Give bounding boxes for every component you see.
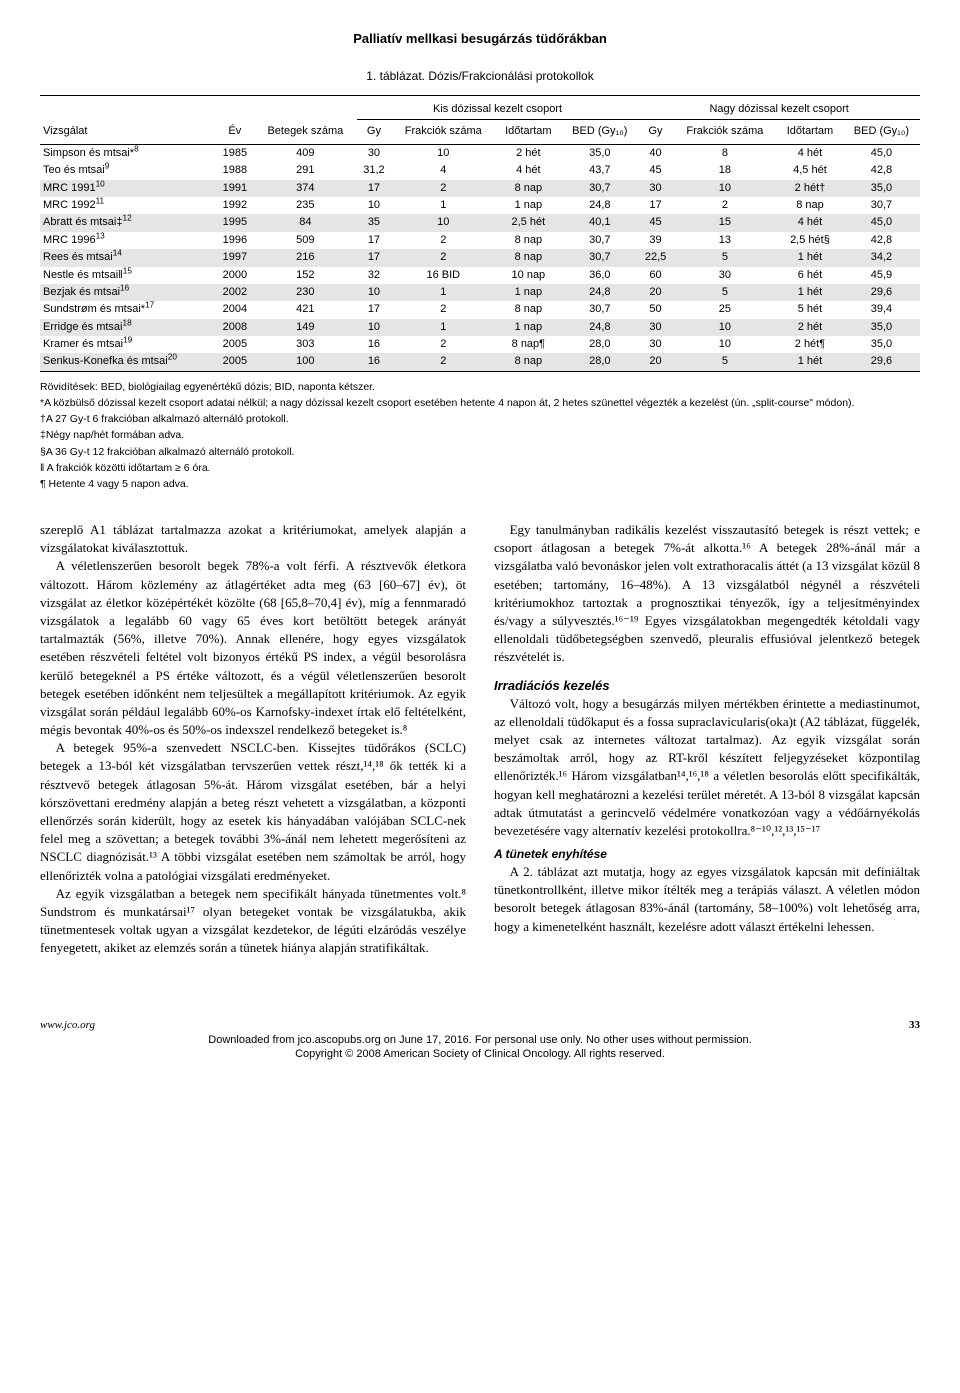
download-note: Downloaded from jco.ascopubs.org on June… [40,1033,920,1062]
note-l1: Rövidítések: BED, biológiailag egyenérté… [40,380,920,394]
col-ido2: Időtartam [777,120,843,144]
table-row: MRC 19911019913741728 nap30,730102 hét†3… [40,180,920,197]
right-p2: Változó volt, hogy a besugárzás milyen m… [494,695,920,841]
left-p1: szereplő A1 táblázat tartalmazza azokat … [40,521,466,557]
table-row: Senkus-Konefka és mtsai2020051001628 nap… [40,353,920,371]
table-row: Bezjak és mtsai1620022301011 nap24,82051… [40,284,920,301]
left-column: szereplő A1 táblázat tartalmazza azokat … [40,521,466,958]
left-p2: A véletlenszerűen besorolt begek 78%-a v… [40,557,466,739]
col-ido1: Időtartam [495,120,561,144]
table-row: Sundstrøm és mtsai*1720044211728 nap30,7… [40,301,920,318]
dl-line1: Downloaded from jco.ascopubs.org on June… [208,1034,751,1046]
dl-line2: Copyright © 2008 American Society of Cli… [295,1048,665,1060]
page-title: Palliatív mellkasi besugárzás tüdőrákban [40,30,920,48]
table-row: Kramer és mtsai1920053031628 nap¶28,0301… [40,336,920,353]
note-l2: *A közbülső dózissal kezelt csoport adat… [40,396,920,410]
group-nagy: Nagy dózissal kezelt csoport [638,95,920,119]
footer-page: 33 [909,1018,920,1033]
col-gy1: Gy [357,120,391,144]
note-l4: ‡Négy nap/hét formában adva. [40,428,920,442]
note-l5: §A 36 Gy-t 12 frakcióban alkalmazó alter… [40,445,920,459]
group-kis: Kis dózissal kezelt csoport [357,95,639,119]
note-l7: ¶ Hetente 4 vagy 5 napon adva. [40,477,920,491]
right-column: Egy tanulmányban radikális kezelést viss… [494,521,920,958]
left-p4: Az egyik vizsgálatban a betegek nem spec… [40,885,466,958]
table-row: Simpson és mtsai*8198540930102 hét35,040… [40,144,920,162]
subhead-symptoms: A tünetek enyhítése [494,846,920,863]
col-bed1: BED (Gy₁₀) [561,120,638,144]
table-row: Nestle és mtsai‖1520001523216 BID10 nap3… [40,267,920,284]
col-frak1: Frakciók száma [391,120,495,144]
col-ev: Év [216,120,254,144]
table-notes: Rövidítések: BED, biológiailag egyenérté… [40,380,920,491]
col-vizsgalat: Vizsgálat [40,120,216,144]
left-p3: A betegek 95%-a szenvedett NSCLC-ben. Ki… [40,739,466,885]
note-l3: †A 27 Gy-t 6 frakcióban alkalmazó altern… [40,412,920,426]
footer-url: www.jco.org [40,1018,95,1033]
subhead-irradiation: Irradiációs kezelés [494,677,920,695]
protocol-table: Kis dózissal kezelt csoport Nagy dózissa… [40,95,920,372]
table-row: Teo és mtsai9198829131,244 hét43,745184,… [40,162,920,179]
col-frak2: Frakciók száma [673,120,777,144]
col-bed2: BED (Gy₁₀) [843,120,920,144]
col-betegek: Betegek száma [254,120,357,144]
body-columns: szereplő A1 táblázat tartalmazza azokat … [40,521,920,958]
col-gy2: Gy [638,120,672,144]
table-caption: 1. táblázat. Dózis/Frakcionálási protoko… [40,68,920,85]
table-row: Erridge és mtsai1820081491011 nap24,8301… [40,319,920,336]
right-p3: A 2. táblázat azt mutatja, hogy az egyes… [494,863,920,936]
table-row: MRC 19961319965091728 nap30,739132,5 hét… [40,232,920,249]
table-row: Abratt és mtsai‡1219958435102,5 hét40,14… [40,214,920,231]
table-row: MRC 19921119922351011 nap24,81728 nap30,… [40,197,920,214]
note-l6: ‖ A frakciók közötti időtartam ≥ 6 óra. [40,461,920,475]
right-p1: Egy tanulmányban radikális kezelést viss… [494,521,920,667]
table-row: Rees és mtsai1419972161728 nap30,722,551… [40,249,920,266]
